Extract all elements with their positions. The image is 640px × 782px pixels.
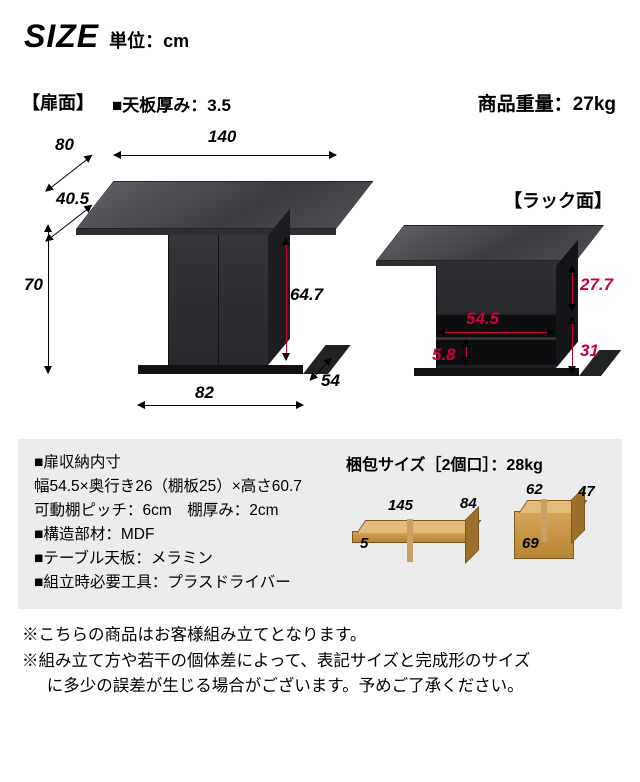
top-thickness-prefix: ■天板厚み： <box>112 96 207 115</box>
spec-line-2: 幅54.5×奥行き26（棚板25）×高さ60.7 <box>34 475 334 499</box>
box1-h: 5 <box>360 535 368 552</box>
table1-door-seam <box>218 235 219 365</box>
spec-line-3: 可動棚ピッチ：6cm 棚厚み：2cm <box>34 499 334 523</box>
note-1: ※こちらの商品はお客様組み立てとなります。 <box>22 623 618 649</box>
arrow-depth-80 <box>46 155 92 191</box>
unit-label: 単位：cm <box>109 27 189 53</box>
top-thickness-value: 3.5 <box>207 96 231 115</box>
product-weight: 商品重量：27kg <box>478 89 616 116</box>
top-labels: 【扉面】 ■天板厚み：3.5 商品重量：27kg <box>0 89 640 125</box>
arrow-64-7 <box>286 238 287 360</box>
specs-panel: ■扉収納内寸 幅54.5×奥行き26（棚板25）×高さ60.7 可動棚ピッチ：6… <box>18 439 622 609</box>
dim-64-7: 64.7 <box>290 285 323 305</box>
assembly-notes: ※こちらの商品はお客様組み立てとなります。 ※組み立て方や若干の個体差によって、… <box>22 623 618 700</box>
rack-side-label: 【ラック面】 <box>504 187 612 213</box>
size-title: SIZE <box>24 18 99 55</box>
dim-height-70: 70 <box>24 275 43 295</box>
dim-base-54: 54 <box>321 371 340 391</box>
header: SIZE 単位：cm <box>0 0 640 61</box>
dim-width-140: 140 <box>208 127 236 147</box>
box-1 <box>352 531 468 543</box>
dimension-diagram: 【ラック面】 80 140 40.5 70 64.7 82 54 27.7 54… <box>18 125 622 435</box>
specs-text: ■扉収納内寸 幅54.5×奥行き26（棚板25）×高さ60.7 可動棚ピッチ：6… <box>34 451 334 595</box>
packaging-block: 梱包サイズ［2個口］：28kg 145 84 5 62 47 69 <box>346 451 606 595</box>
note-2: ※組み立て方や若干の個体差によって、表記サイズと完成形のサイズ <box>22 649 618 675</box>
spec-line-5: ■テーブル天板：メラミン <box>34 547 334 571</box>
table1-base <box>138 365 303 374</box>
arrow-width-140 <box>114 155 336 156</box>
weight-prefix: 商品重量： <box>478 94 573 115</box>
table1-top <box>76 181 374 229</box>
dim-27-7: 27.7 <box>580 275 613 295</box>
top-thickness-label: ■天板厚み：3.5 <box>112 91 231 116</box>
arrow-base-82 <box>138 405 303 406</box>
spec-line-1: ■扉収納内寸 <box>34 451 334 475</box>
table2-base <box>414 368 579 376</box>
note-2b: に多少の誤差が生じる場合がございます。予めご了承ください。 <box>22 674 618 700</box>
dim-base-82: 82 <box>195 383 214 403</box>
box2-w: 62 <box>526 481 543 498</box>
packaging-title: 梱包サイズ［2個口］：28kg <box>346 451 606 475</box>
box1-d: 84 <box>460 495 477 512</box>
packaging-boxes: 145 84 5 62 47 69 <box>346 481 606 575</box>
arrow-31 <box>572 317 573 373</box>
box2-h: 69 <box>522 535 539 552</box>
dim-31: 31 <box>580 341 599 361</box>
weight-value: 27kg <box>573 94 616 115</box>
arrow-54-5 <box>438 332 554 333</box>
spec-line-6: ■組立時必要工具：プラスドライバー <box>34 571 334 595</box>
dim-5-8: 5.8 <box>432 345 456 365</box>
box2-d: 47 <box>578 483 595 500</box>
box1-w: 145 <box>388 497 413 514</box>
door-side-label: 【扉面】 <box>22 89 94 115</box>
table2-shelf <box>436 337 556 340</box>
arrow-27-7 <box>572 266 573 311</box>
arrow-height-70 <box>48 225 49 373</box>
dim-54-5: 54.5 <box>466 309 499 329</box>
arrow-5-8 <box>466 340 467 364</box>
dim-depth-80: 80 <box>55 135 74 155</box>
spec-line-4: ■構造部材：MDF <box>34 523 334 547</box>
